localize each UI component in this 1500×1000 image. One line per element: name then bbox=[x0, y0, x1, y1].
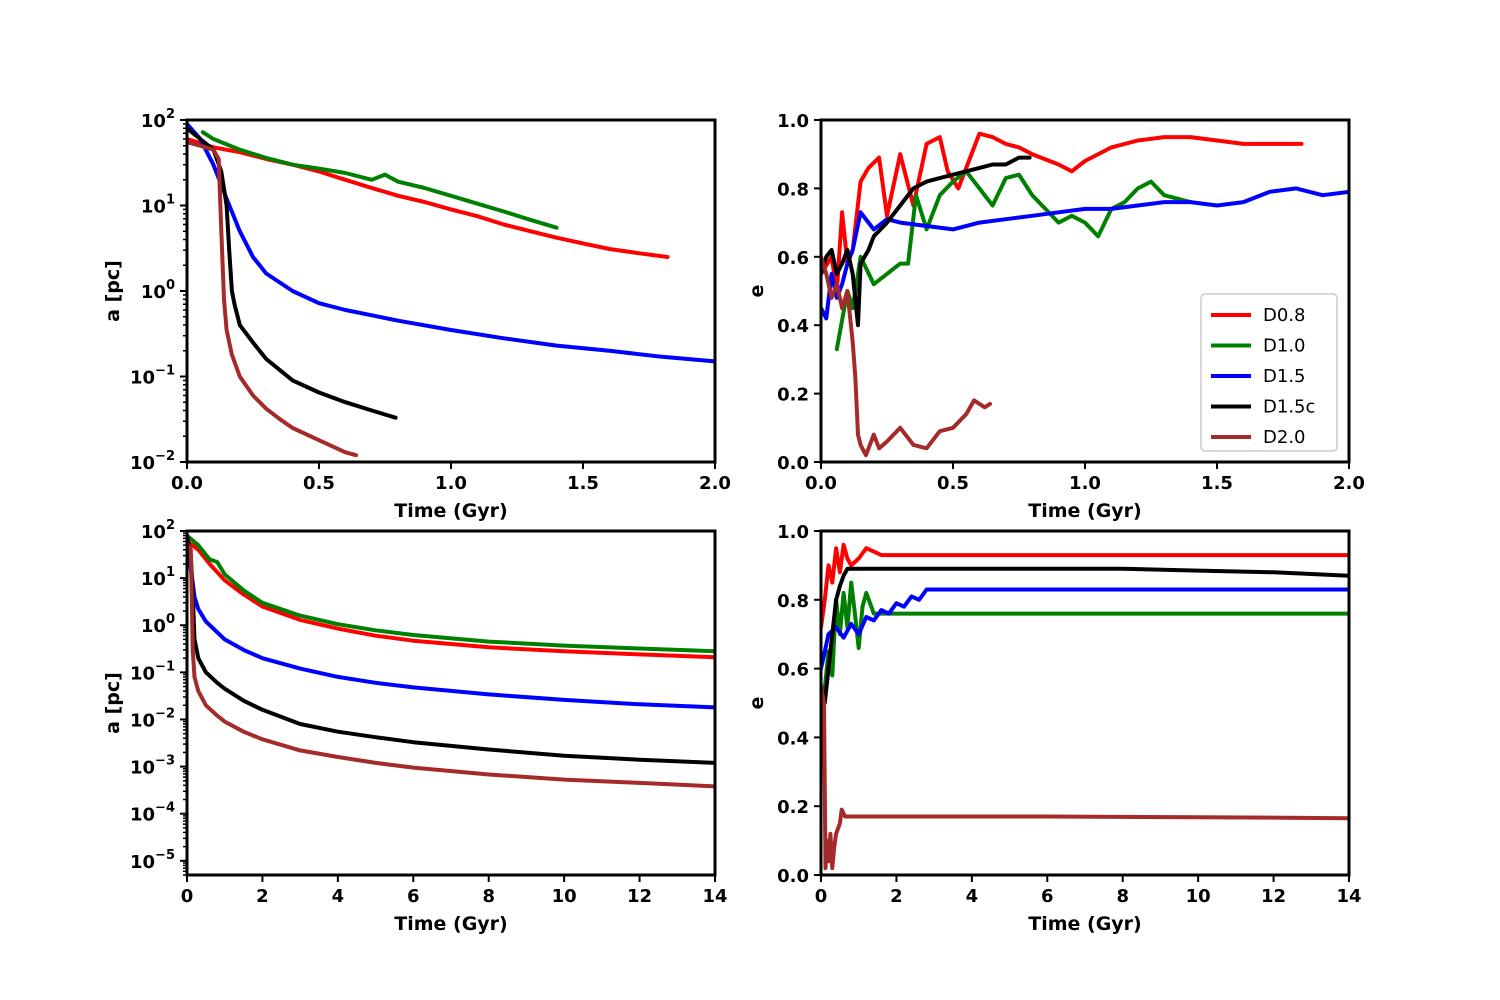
y-tick-label: 10−5 bbox=[130, 848, 175, 873]
y-tick-label: 100 bbox=[141, 278, 175, 303]
x-tick-label: 2.0 bbox=[699, 473, 731, 494]
x-tick-label: 4 bbox=[966, 886, 979, 907]
series-line-d0-8 bbox=[821, 542, 1349, 630]
x-axis-label: Time (Gyr) bbox=[394, 500, 508, 522]
x-tick-label: 0 bbox=[181, 886, 194, 907]
y-tick-label: 10−2 bbox=[130, 449, 175, 474]
y-tick-label: 10−2 bbox=[130, 706, 175, 731]
x-tick-label: 6 bbox=[1041, 886, 1054, 907]
x-tick-label: 2 bbox=[890, 886, 903, 907]
series-group bbox=[187, 121, 715, 458]
y-axis-label: e bbox=[746, 285, 768, 298]
y-tick-label: 0.8 bbox=[777, 179, 809, 200]
legend-label-d1-5: D1.5 bbox=[1263, 366, 1306, 387]
y-tick-label: 0.8 bbox=[777, 591, 809, 612]
y-tick-label: 10−4 bbox=[130, 801, 175, 826]
x-tick-label: 8 bbox=[1116, 886, 1129, 907]
x-tick-label: 0.0 bbox=[171, 473, 203, 494]
x-tick-label: 10 bbox=[1186, 886, 1211, 907]
x-tick-label: 8 bbox=[482, 886, 495, 907]
series-group bbox=[187, 533, 715, 789]
series-line-d1-0 bbox=[187, 533, 715, 654]
x-tick-label: 2 bbox=[256, 886, 269, 907]
series-line-d1-5 bbox=[821, 587, 1349, 671]
x-tick-label: 12 bbox=[1261, 886, 1286, 907]
series-line-d1-5 bbox=[821, 186, 1349, 321]
y-axis-label: a [pc] bbox=[102, 260, 124, 322]
y-tick-label: 0.2 bbox=[777, 385, 809, 406]
series-line-d2-0 bbox=[187, 140, 358, 458]
y-tick-label: 102 bbox=[141, 518, 175, 543]
legend: D0.8 D1.0 D1.5 D1.5c D2.0 bbox=[1200, 293, 1338, 452]
panel-top-right-eccentricity: 0.0 0.5 1.0 1.5 2.0 0.0 0.2 0.4 0.6 0.8 1.0 Time (G… bbox=[746, 111, 1365, 522]
y-axis-label: e bbox=[746, 697, 768, 710]
series-line-d1-0 bbox=[834, 169, 1193, 352]
x-tick-label: 0 bbox=[815, 886, 828, 907]
y-tick-label: 1.0 bbox=[777, 522, 809, 543]
series-line-d2-0 bbox=[821, 254, 992, 458]
x-tick-label: 1.0 bbox=[1069, 473, 1101, 494]
panel-bottom-right-eccentricity: 0 2 4 6 8 10 12 14 0.0 0.2 0.4 0.6 0.8 1.0 Time (Gyr) e bbox=[746, 522, 1362, 935]
y-tick-label: 0.2 bbox=[777, 797, 809, 818]
panel-top-left-semimajor-axis: 0.0 0.5 1.0 1.5 2.0 102 101 100 10−1 10−2 Time (Gy… bbox=[102, 107, 731, 522]
series-line-d1-0 bbox=[200, 130, 559, 230]
y-tick-label: 10−1 bbox=[130, 659, 175, 684]
x-tick-label: 1.0 bbox=[435, 473, 467, 494]
y-axis-label: a [pc] bbox=[102, 672, 124, 734]
x-tick-label: 0.5 bbox=[303, 473, 335, 494]
x-tick-label: 14 bbox=[1336, 886, 1361, 907]
series-group bbox=[821, 131, 1349, 458]
y-tick-label: 0.4 bbox=[777, 316, 809, 337]
legend-label-d2-0: D2.0 bbox=[1263, 427, 1306, 448]
legend-box bbox=[1200, 293, 1338, 452]
series-line-d1-5c bbox=[821, 155, 1032, 328]
y-tick-label: 10−1 bbox=[130, 364, 175, 389]
x-tick-label: 12 bbox=[627, 886, 652, 907]
y-tick-label: 0.4 bbox=[777, 728, 809, 749]
y-tick-label: 10−3 bbox=[130, 754, 175, 779]
y-tick-label: 0.0 bbox=[777, 453, 809, 474]
x-tick-label: 0.0 bbox=[805, 473, 837, 494]
x-tick-label: 2.0 bbox=[1333, 473, 1365, 494]
y-tick-label: 101 bbox=[141, 565, 175, 590]
series-group bbox=[821, 542, 1349, 871]
y-tick-label: 0.6 bbox=[777, 660, 809, 681]
x-tick-label: 0.5 bbox=[937, 473, 969, 494]
series-line-d2-0 bbox=[821, 683, 1349, 871]
series-line-d2-0 bbox=[187, 541, 715, 789]
x-tick-label: 4 bbox=[332, 886, 345, 907]
y-tick-label: 1.0 bbox=[777, 111, 809, 132]
y-tick-label: 0.0 bbox=[777, 866, 809, 887]
x-axis-label: Time (Gyr) bbox=[394, 913, 508, 935]
axes-frame bbox=[185, 529, 717, 877]
y-tick-label: 102 bbox=[141, 107, 175, 132]
x-tick-label: 1.5 bbox=[1201, 473, 1233, 494]
y-tick-label: 100 bbox=[141, 612, 175, 637]
x-tick-label: 14 bbox=[702, 886, 727, 907]
legend-label-d1-0: D1.0 bbox=[1263, 336, 1306, 357]
y-tick-label: 0.6 bbox=[777, 248, 809, 269]
legend-label-d1-5c: D1.5c bbox=[1263, 397, 1315, 418]
x-tick-label: 10 bbox=[552, 886, 577, 907]
x-tick-label: 6 bbox=[407, 886, 420, 907]
y-tick-label: 101 bbox=[141, 193, 175, 218]
series-line-d0-8 bbox=[187, 539, 715, 660]
legend-label-d0-8: D0.8 bbox=[1263, 305, 1306, 326]
series-line-d1-5c bbox=[821, 566, 1349, 705]
axes-frame bbox=[819, 529, 1351, 877]
x-axis-label: Time (Gyr) bbox=[1028, 913, 1142, 935]
x-axis-label: Time (Gyr) bbox=[1028, 500, 1142, 522]
panel-bottom-left-semimajor-axis: 0 2 4 6 8 10 12 14 102 101 100 10−1 10−2 10−3 10−4 10−5… bbox=[102, 518, 728, 935]
x-tick-label: 1.5 bbox=[567, 473, 599, 494]
